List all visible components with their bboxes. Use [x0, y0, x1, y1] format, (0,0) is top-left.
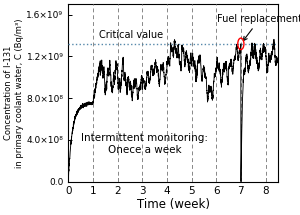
X-axis label: Time (week): Time (week): [136, 198, 209, 211]
Text: Intermittent monitoring:
Onece a week: Intermittent monitoring: Onece a week: [81, 133, 208, 155]
Text: Critical value: Critical value: [99, 30, 163, 40]
Text: Fuel replacement: Fuel replacement: [218, 14, 300, 41]
Y-axis label: Concentration of I-131
in primary coolant water, C (Bq/m³): Concentration of I-131 in primary coolan…: [4, 18, 24, 168]
